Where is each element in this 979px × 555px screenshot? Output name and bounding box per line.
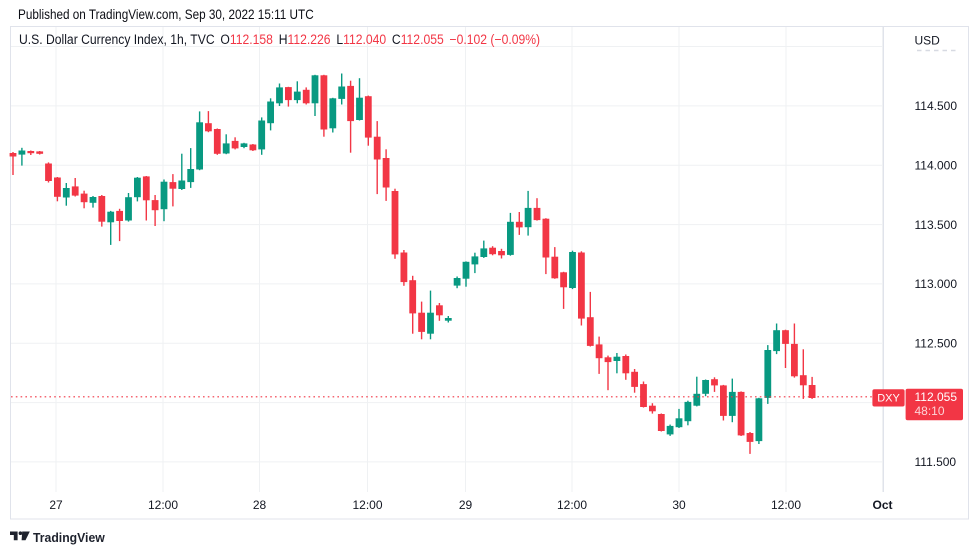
svg-text:48:10: 48:10 xyxy=(915,404,945,418)
svg-text:30: 30 xyxy=(672,498,686,512)
svg-text:28: 28 xyxy=(253,498,267,512)
svg-text:29: 29 xyxy=(459,498,473,512)
svg-text:27: 27 xyxy=(49,498,63,512)
svg-text:112.500: 112.500 xyxy=(915,337,958,351)
svg-text:USD: USD xyxy=(915,34,941,48)
svg-text:12:00: 12:00 xyxy=(557,498,587,512)
svg-text:113.500: 113.500 xyxy=(915,218,958,232)
svg-text:113.000: 113.000 xyxy=(915,277,958,291)
svg-text:12:00: 12:00 xyxy=(771,498,801,512)
svg-text:12:00: 12:00 xyxy=(352,498,382,512)
svg-text:114.000: 114.000 xyxy=(915,158,958,172)
svg-text:111.500: 111.500 xyxy=(915,455,957,469)
svg-text:114.500: 114.500 xyxy=(915,99,958,113)
svg-text:12:00: 12:00 xyxy=(148,498,178,512)
svg-text:Oct: Oct xyxy=(872,498,892,512)
svg-text:DXY: DXY xyxy=(877,393,900,405)
svg-text:112.055: 112.055 xyxy=(915,390,958,404)
